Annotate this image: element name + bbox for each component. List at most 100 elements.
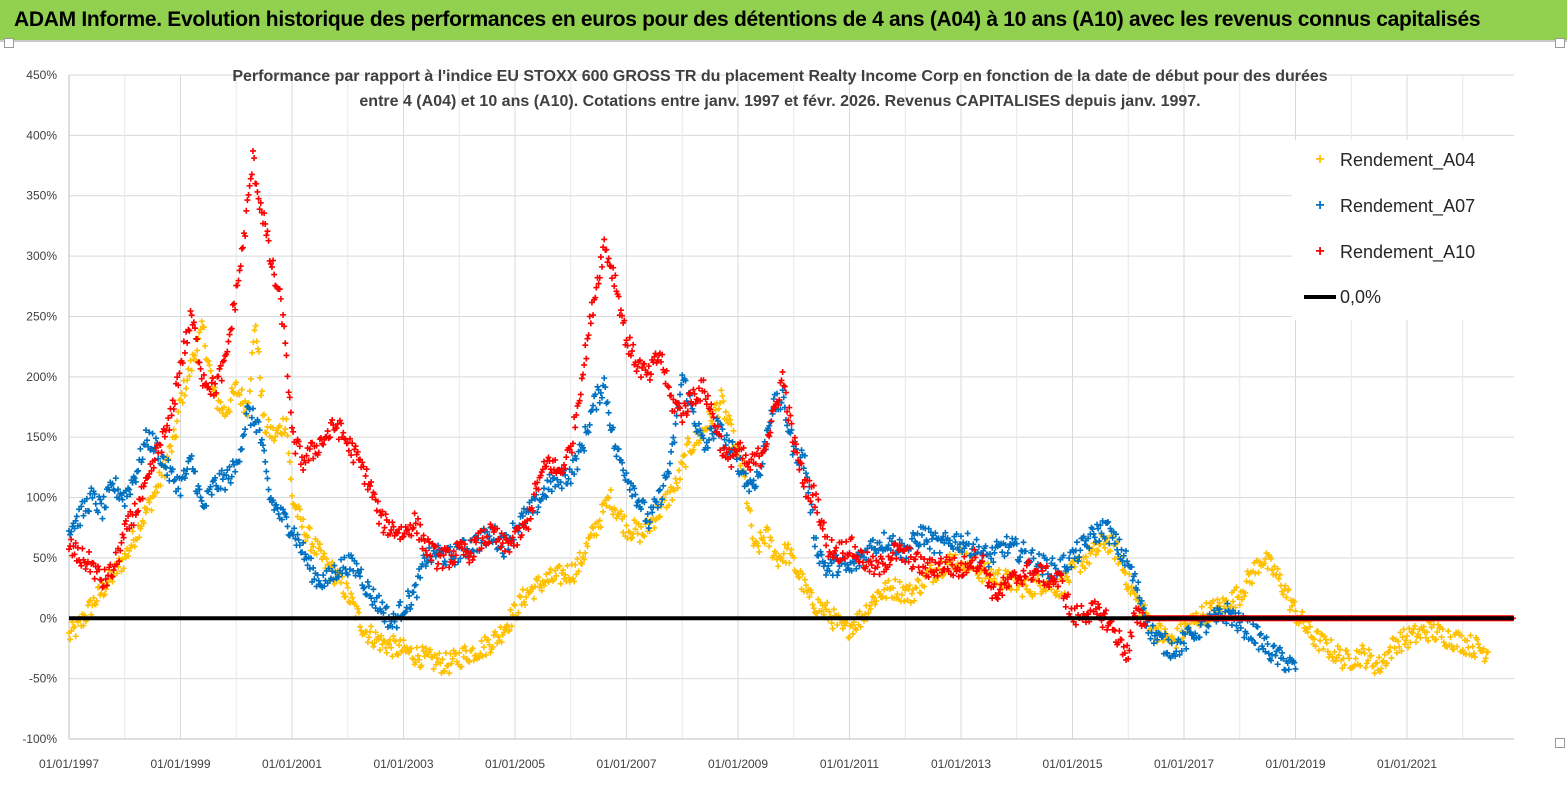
data-point (656, 486, 663, 493)
data-point (1118, 559, 1125, 566)
data-point (1020, 539, 1027, 546)
data-point (780, 550, 787, 557)
data-point (710, 435, 717, 442)
data-point (1098, 530, 1105, 537)
data-point (1086, 545, 1093, 552)
data-point (1125, 655, 1132, 662)
data-point (1450, 646, 1457, 653)
data-point (1380, 657, 1387, 664)
data-point (454, 658, 461, 665)
data-point (680, 410, 687, 417)
data-point (1048, 560, 1055, 567)
data-point (389, 519, 396, 526)
data-point (582, 423, 589, 430)
data-point (442, 561, 449, 568)
data-point (236, 391, 243, 398)
data-point (1459, 647, 1466, 654)
data-point (627, 535, 634, 542)
data-point (340, 429, 347, 436)
data-point (208, 379, 215, 386)
data-point (255, 348, 262, 355)
data-point (833, 544, 840, 551)
data-point (815, 596, 822, 603)
data-point (1339, 665, 1346, 672)
data-point (690, 386, 697, 393)
data-point (584, 335, 591, 342)
data-point (1254, 623, 1261, 630)
data-point (1274, 661, 1281, 668)
data-point (768, 537, 775, 544)
data-point (254, 188, 261, 195)
data-point (596, 517, 603, 524)
data-point (421, 555, 428, 562)
data-point (422, 645, 429, 652)
data-point (523, 594, 530, 601)
data-point (556, 562, 563, 569)
plus-marker-icon: + (1315, 151, 1325, 168)
data-point (775, 563, 782, 570)
data-point (256, 206, 263, 213)
data-point (578, 375, 585, 382)
data-point (402, 608, 409, 615)
data-point (440, 552, 447, 559)
data-point (936, 560, 943, 567)
data-point (287, 476, 294, 483)
data-point (1077, 547, 1084, 554)
data-point (333, 425, 340, 432)
data-point (276, 286, 283, 293)
data-point (700, 377, 707, 384)
data-point (945, 568, 952, 575)
data-point (228, 473, 235, 480)
data-point (67, 531, 74, 538)
resize-handle-icon[interactable] (4, 38, 14, 48)
data-point (396, 642, 403, 649)
data-point (295, 536, 302, 543)
data-point (68, 528, 75, 535)
data-point (1243, 578, 1250, 585)
data-point (1388, 655, 1395, 662)
data-point (447, 543, 454, 550)
data-point (348, 590, 355, 597)
data-point (580, 371, 587, 378)
data-point (310, 543, 317, 550)
data-point (1185, 624, 1192, 631)
data-point (1340, 655, 1347, 662)
data-point (1233, 584, 1240, 591)
data-point (1475, 641, 1482, 648)
data-point (292, 535, 299, 542)
data-point (615, 293, 622, 300)
data-point (1363, 660, 1370, 667)
data-point (646, 376, 653, 383)
data-point (217, 398, 224, 405)
data-point (999, 592, 1006, 599)
data-point (1118, 546, 1125, 553)
data-point (136, 534, 143, 541)
data-point (1000, 574, 1007, 581)
data-point (663, 473, 670, 480)
resize-handle-icon[interactable] (1555, 38, 1565, 48)
data-point (207, 367, 214, 374)
data-point (640, 532, 647, 539)
data-point (86, 598, 93, 605)
data-point (1005, 583, 1012, 590)
data-point (253, 429, 260, 436)
data-point (1013, 540, 1020, 547)
data-point (670, 396, 677, 403)
data-point (683, 412, 690, 419)
data-point (1065, 591, 1072, 598)
data-point (420, 532, 427, 539)
data-point (261, 210, 268, 217)
data-point (501, 548, 508, 555)
data-point (450, 555, 457, 562)
data-point (255, 418, 262, 425)
data-point (414, 652, 421, 659)
data-point (1303, 625, 1310, 632)
data-point (918, 531, 925, 538)
data-point (236, 267, 243, 274)
resize-handle-icon[interactable] (1555, 738, 1565, 748)
data-point (156, 469, 163, 476)
data-point (282, 425, 289, 432)
data-point (264, 228, 271, 235)
data-point (786, 404, 793, 411)
data-point (1276, 644, 1283, 651)
